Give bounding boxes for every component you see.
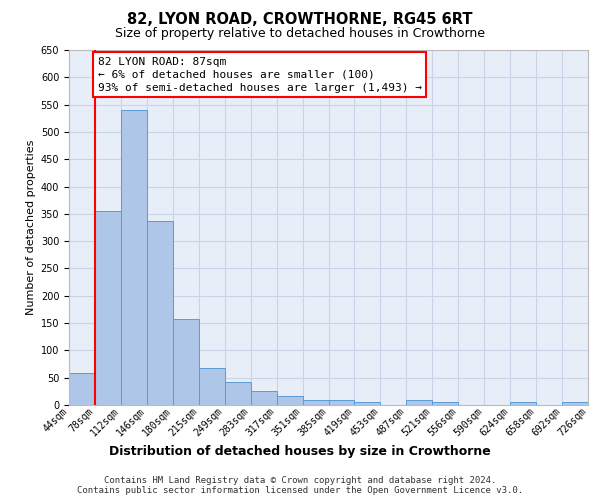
Y-axis label: Number of detached properties: Number of detached properties	[26, 140, 37, 315]
Bar	[510, 402, 536, 405]
Text: Contains HM Land Registry data © Crown copyright and database right 2024.
Contai: Contains HM Land Registry data © Crown c…	[77, 476, 523, 495]
Bar	[355, 402, 380, 405]
Bar	[562, 402, 588, 405]
Bar	[406, 400, 432, 405]
Bar	[329, 400, 355, 405]
Text: 82, LYON ROAD, CROWTHORNE, RG45 6RT: 82, LYON ROAD, CROWTHORNE, RG45 6RT	[127, 12, 473, 28]
Bar	[69, 374, 95, 405]
Bar	[95, 211, 121, 405]
Bar	[433, 402, 458, 405]
Text: Size of property relative to detached houses in Crowthorne: Size of property relative to detached ho…	[115, 28, 485, 40]
Text: Distribution of detached houses by size in Crowthorne: Distribution of detached houses by size …	[109, 444, 491, 458]
Bar	[147, 221, 173, 405]
Bar	[173, 320, 199, 405]
Bar	[121, 110, 147, 405]
Bar	[225, 382, 251, 405]
Bar	[251, 392, 277, 405]
Bar	[277, 396, 302, 405]
Bar	[302, 400, 329, 405]
Text: 82 LYON ROAD: 87sqm
← 6% of detached houses are smaller (100)
93% of semi-detach: 82 LYON ROAD: 87sqm ← 6% of detached hou…	[98, 56, 422, 93]
Bar	[199, 368, 224, 405]
